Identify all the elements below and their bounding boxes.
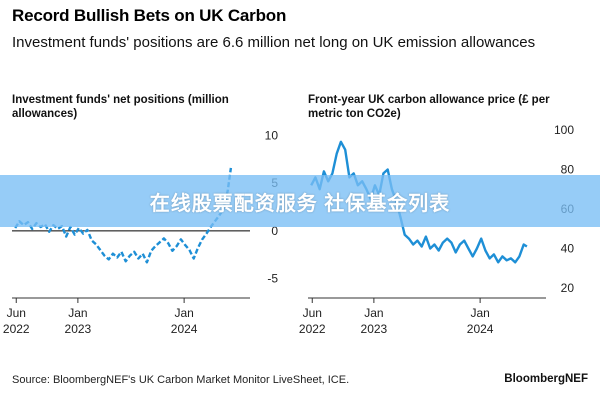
positions-xtick-label: 2023 — [65, 322, 92, 336]
brand-logo: BloombergNEF — [504, 373, 588, 385]
page-subtitle: Investment funds' positions are 6.6 mill… — [12, 34, 536, 51]
watermark-text: 在线股票配资服务 社保基金列表 — [149, 192, 451, 215]
price-ytick-label: 40 — [561, 241, 575, 255]
positions-xtick-label: Jan — [174, 306, 193, 320]
watermark-banner: 在线股票配资服务 社保基金列表 — [0, 175, 600, 227]
positions-xtick-label: 2024 — [171, 322, 198, 336]
price-ytick-label: 80 — [561, 162, 575, 176]
positions-series-line — [14, 167, 233, 264]
right-chart-title: Front-year UK carbon allowance price (£ … — [308, 94, 550, 120]
positions-xtick-label: 2022 — [3, 322, 30, 336]
price-ytick-label: 100 — [554, 123, 574, 137]
carbon-price-chart: 10080604020Jun2022Jan2023Jan2024 — [299, 123, 575, 336]
positions-ytick-label: 10 — [265, 129, 279, 143]
price-xtick-label: Jan — [364, 306, 383, 320]
price-xtick-label: 2022 — [299, 322, 326, 336]
price-series-line — [310, 140, 528, 264]
positions-xtick-label: Jun — [7, 306, 26, 320]
source-note: Source: BloombergNEF's UK Carbon Market … — [12, 374, 350, 386]
positions-ytick-label: 0 — [271, 224, 278, 238]
left-chart-title: Investment funds' net positions (million… — [12, 94, 229, 120]
price-xtick-label: 2023 — [361, 322, 388, 336]
positions-ytick-label: -5 — [267, 271, 278, 285]
price-ytick-label: 20 — [561, 281, 575, 295]
positions-xtick-label: Jan — [68, 306, 87, 320]
price-xtick-label: Jan — [470, 306, 489, 320]
price-xtick-label: 2024 — [467, 322, 494, 336]
page-title: Record Bullish Bets on UK Carbon — [12, 6, 287, 25]
price-xtick-label: Jun — [303, 306, 322, 320]
